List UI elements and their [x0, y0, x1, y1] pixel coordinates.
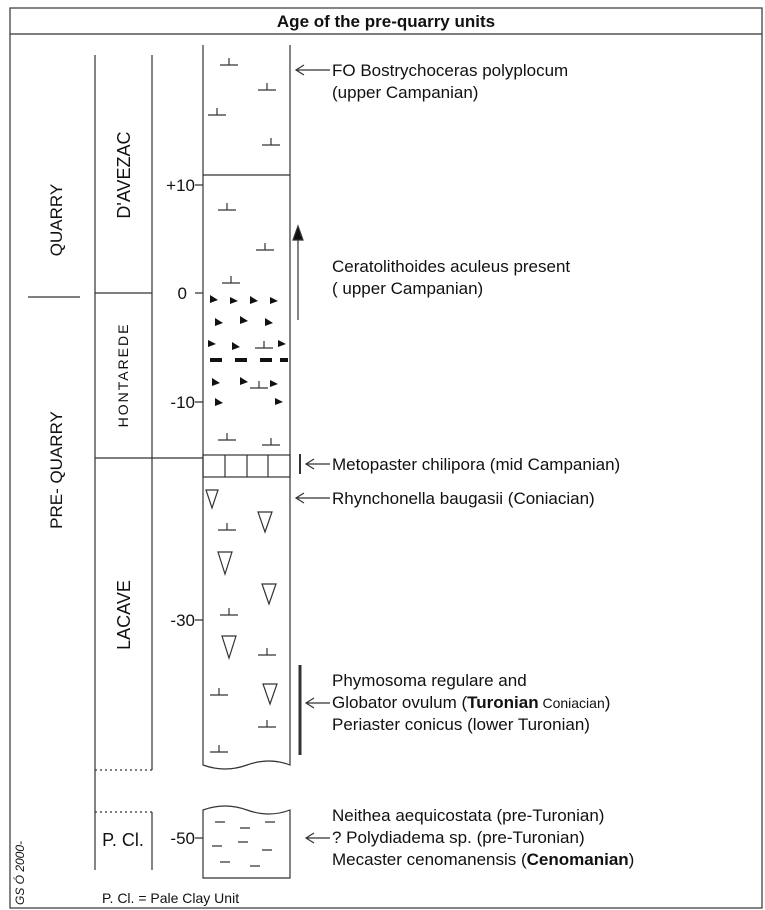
annotation-text: Turonian [467, 693, 538, 712]
arrows [293, 65, 330, 843]
depth-label: -10 [170, 393, 195, 412]
annotation-line: FO Bostrychoceras polyplocum [332, 61, 568, 80]
annotation-text: Rhynchonella baugasii (Coniacian) [332, 489, 595, 508]
annotations: FO Bostrychoceras polyplocum (upper Campa… [332, 61, 634, 869]
annotation-line: Periaster conicus (lower Turonian) [332, 715, 590, 734]
annotation-text: ) [629, 850, 635, 869]
annotation-text: (upper Campanian) [332, 83, 478, 102]
annotation-text: ? Polydiadema sp. (pre-Turonian) [332, 828, 585, 847]
annotation-text: Ceratolithoides aculeus present [332, 257, 570, 276]
depth-label: -30 [170, 611, 195, 630]
annotation-line: Neithea aequicostata (pre-Turonian) [332, 806, 604, 825]
litho-column [203, 45, 290, 769]
tick-marks [195, 185, 203, 838]
unit-label: D'AVEZAC [114, 131, 134, 218]
annotation-line: ( upper Campanian) [332, 279, 483, 298]
legend: P. Cl. = Pale Clay Unit [102, 890, 239, 906]
annotation-text: Neithea aequicostata (pre-Turonian) [332, 806, 604, 825]
annotation-text: FO Bostrychoceras polyplocum [332, 61, 568, 80]
annotation-line: Metopaster chilipora (mid Campanian) [332, 455, 620, 474]
annotation-text: ( upper Campanian) [332, 279, 483, 298]
annotation-text: Phymosoma regulare and [332, 671, 527, 690]
quarry-label: QUARRY [47, 184, 66, 256]
diagram: Age of the pre-quarry units QUARRY PRE- … [0, 0, 765, 910]
annotation-text: Globator ovulum ( [332, 693, 467, 712]
unit-label: LACAVE [114, 580, 134, 650]
annotation-line: ? Polydiadema sp. (pre-Turonian) [332, 828, 585, 847]
hardground [225, 455, 268, 477]
annotation-text: Metopaster chilipora (mid Campanian) [332, 455, 620, 474]
fossil-symbols [206, 490, 277, 704]
annotation-line: Rhynchonella baugasii (Coniacian) [332, 489, 595, 508]
depth-label: -50 [170, 829, 195, 848]
annotation-line: Phymosoma regulare and [332, 671, 527, 690]
title: Age of the pre-quarry units [277, 12, 495, 31]
depth-label: 0 [178, 284, 187, 303]
depth-label: +10 [166, 176, 195, 195]
annotation-text: ) [605, 693, 611, 712]
annotation-line: Globator ovulum (Turonian Coniacian) [332, 693, 610, 712]
annotation-line: Mecaster cenomanensis (Cenomanian) [332, 850, 634, 869]
pre-quarry-label: PRE- QUARRY [47, 411, 66, 529]
annotation-text: Mecaster cenomanensis ( [332, 850, 527, 869]
annotation-text: Coniacian [539, 695, 605, 711]
annotation-line: Ceratolithoides aculeus present [332, 257, 570, 276]
clay-symbols [212, 822, 275, 866]
limestone-symbols [208, 58, 280, 752]
nodule-symbols [208, 295, 288, 406]
annotation-text: Periaster conicus (lower Turonian) [332, 715, 590, 734]
unit-label: HONTAREDE [115, 323, 131, 428]
annotation-text: Cenomanian [527, 850, 629, 869]
credit: GS Ó 2000- [12, 841, 27, 905]
annotation-line: (upper Campanian) [332, 83, 478, 102]
unit-label: P. Cl. [102, 830, 144, 850]
